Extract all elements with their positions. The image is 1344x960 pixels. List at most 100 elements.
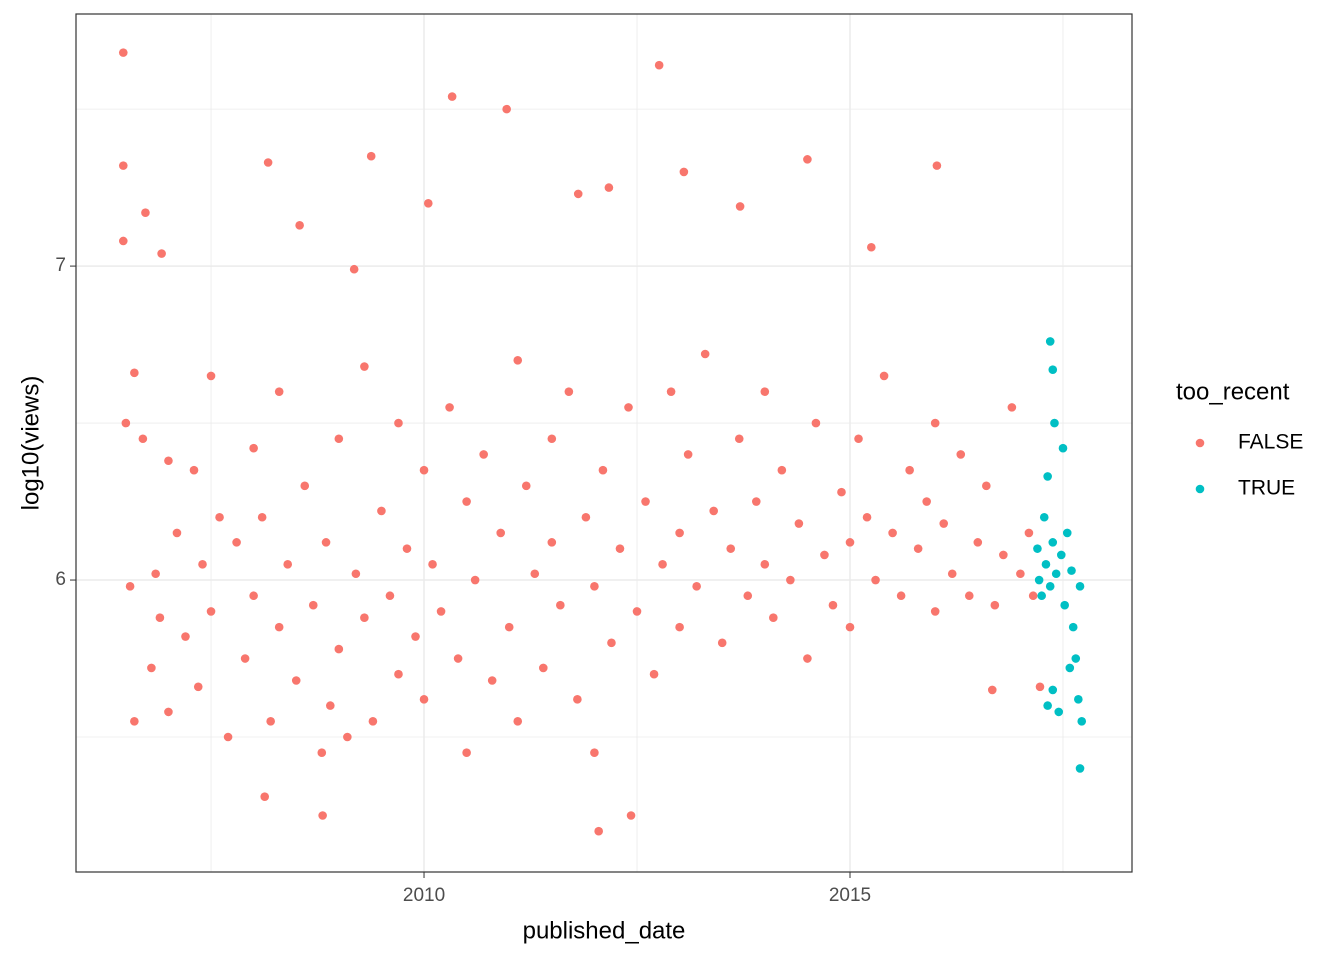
point (1024, 528, 1034, 538)
point (760, 560, 770, 569)
point (1068, 622, 1078, 632)
legend-title: too_recent (1176, 378, 1290, 405)
point (240, 654, 250, 663)
point (334, 434, 344, 444)
point (411, 632, 420, 641)
legend-label: TRUE (1238, 477, 1295, 500)
point (658, 560, 667, 569)
point (939, 519, 949, 528)
point (604, 183, 614, 192)
point (1045, 337, 1055, 346)
point (423, 199, 433, 208)
point (547, 434, 557, 444)
point (274, 387, 284, 396)
point (624, 403, 633, 412)
point (193, 682, 203, 692)
legend-key (1195, 438, 1205, 448)
point (1035, 682, 1045, 692)
point (436, 607, 446, 616)
point (428, 560, 437, 569)
point (717, 638, 727, 648)
point (930, 418, 940, 428)
point (1043, 472, 1052, 481)
point (118, 236, 128, 246)
legend-label: FALSE (1238, 431, 1303, 454)
point (803, 155, 812, 164)
point (1050, 418, 1059, 428)
point (845, 538, 855, 547)
point (862, 512, 872, 522)
point (321, 538, 331, 547)
point (164, 456, 173, 466)
point (326, 701, 335, 710)
point (513, 355, 523, 365)
point (1048, 365, 1058, 374)
point (334, 644, 344, 654)
point (641, 497, 650, 506)
point (987, 685, 997, 695)
point (266, 717, 275, 726)
x-tick-label: 2010 (403, 885, 445, 906)
point (118, 48, 128, 57)
point (564, 387, 574, 396)
point (743, 591, 753, 601)
point (462, 748, 471, 758)
point (118, 161, 128, 170)
point (1060, 600, 1069, 610)
point (700, 349, 710, 359)
point (223, 732, 233, 742)
point (462, 497, 471, 506)
point (445, 403, 454, 412)
point (982, 481, 991, 491)
y-tick-label: 7 (55, 255, 66, 276)
point (896, 591, 906, 601)
point (300, 481, 310, 491)
point (206, 607, 216, 616)
point (1058, 443, 1068, 453)
point (141, 208, 150, 218)
point (930, 607, 940, 616)
point (318, 811, 327, 820)
point (1007, 403, 1017, 412)
point (147, 663, 156, 673)
point (394, 418, 403, 428)
point (709, 506, 718, 516)
point (151, 569, 160, 579)
point (215, 512, 224, 522)
point (973, 538, 983, 547)
point (1075, 764, 1085, 773)
point (556, 600, 565, 610)
point (419, 465, 429, 475)
point (349, 264, 359, 274)
point (402, 544, 412, 553)
point (394, 669, 403, 679)
point (666, 387, 676, 396)
point (932, 161, 942, 170)
point (675, 622, 684, 632)
point (206, 371, 216, 381)
point (291, 676, 301, 685)
point (1043, 701, 1052, 710)
point (1028, 591, 1038, 601)
point (1067, 566, 1076, 575)
point (125, 582, 135, 591)
point (496, 528, 506, 538)
point (538, 663, 548, 673)
point (155, 613, 165, 623)
point (615, 544, 625, 553)
point (811, 418, 821, 428)
point (726, 544, 736, 553)
point (447, 92, 457, 101)
point (249, 443, 258, 453)
point (581, 512, 591, 522)
point (547, 538, 557, 547)
point (1056, 550, 1066, 560)
point (1071, 654, 1081, 663)
point (249, 591, 258, 601)
point (1075, 582, 1085, 591)
point (1054, 707, 1064, 717)
point (786, 575, 795, 585)
point (257, 512, 267, 522)
point (649, 669, 659, 679)
